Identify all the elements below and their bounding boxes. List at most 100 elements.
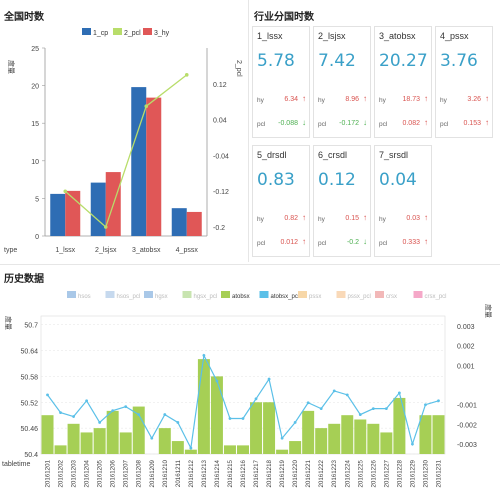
- bar-1_cp: [131, 87, 147, 236]
- bar-atobsx: [80, 432, 93, 454]
- line-point: [46, 393, 49, 397]
- card-pcl-label: pcl: [318, 121, 327, 128]
- x-tick-label: 20161219: [279, 459, 286, 487]
- x-tick-label: 20161228: [396, 459, 403, 487]
- card-hy-value: 6.34: [284, 96, 298, 103]
- line-point: [306, 401, 310, 405]
- x-tick-label: 20161217: [253, 459, 260, 487]
- overview-chart: 0 5 10 15 20 25 0.12 0.04 -0.04 -0.12 -0.2 度量 2_pclt…: [4, 28, 242, 254]
- y-tick-label: 50.46: [20, 426, 38, 433]
- bar-atobsx: [237, 445, 249, 454]
- y2-tick-label: -0.001: [457, 403, 477, 410]
- x-tick-label: 20161226: [370, 459, 377, 487]
- x-tick-label: 20161201: [45, 459, 52, 487]
- card-hy-label: hy: [257, 216, 264, 223]
- line-point: [437, 399, 440, 403]
- x-tick-label: 20161229: [409, 459, 416, 487]
- line-point: [254, 397, 258, 401]
- metric-card-3_atobsx[interactable]: 3_atobsx 20.27 hy 18.73 ↑ pcl 0.082 ↑: [374, 26, 432, 138]
- x-tick-label: 20161221: [305, 459, 312, 487]
- legend-swatch: [221, 291, 230, 298]
- bar-atobsx: [276, 449, 289, 454]
- legend-swatch: [413, 291, 423, 298]
- bar-atobsx: [315, 428, 328, 454]
- y-tick-label: 25: [31, 46, 39, 53]
- metric-card-4_pssx[interactable]: 4_pssx 3.76 hy 3.26 ↑ pcl 0.153 ↑: [435, 26, 493, 138]
- line-point: [103, 225, 108, 229]
- arrow-up-icon: ↑: [424, 118, 428, 127]
- card-value: 5.78: [257, 51, 295, 71]
- card-pcl-value: -0.2: [346, 239, 359, 246]
- x-tick-label: 20161210: [162, 459, 169, 487]
- metric-card-2_lsjsx[interactable]: 2_lsjsx 7.42 hy 8.96 ↑ pcl -0.172 ↓: [313, 26, 371, 138]
- x-tick-label: 20161213: [201, 459, 208, 487]
- card-hy-label: hy: [440, 97, 447, 104]
- history-panel-title: 历史数据: [4, 274, 44, 285]
- metric-card-6_crsdl[interactable]: 6_crsdl 0.12 hy 0.15 ↑ pcl -0.2 ↓: [313, 145, 371, 257]
- bar-atobsx: [197, 359, 210, 454]
- arrow-up-icon: ↑: [363, 94, 367, 103]
- metric-card-5_drsdl[interactable]: 5_drsdl 0.83 hy 0.82 ↑ pcl 0.012 ↑: [252, 145, 310, 257]
- line-point: [111, 409, 115, 413]
- y-tick-label: 50.4: [24, 452, 38, 459]
- card-name: 2_lsjsx: [318, 31, 346, 41]
- x-tick-label: 20161216: [240, 459, 247, 487]
- bar-3_hy: [146, 97, 162, 236]
- line-point: [189, 446, 193, 450]
- card-pcl-label: pcl: [318, 240, 327, 247]
- line-point: [85, 399, 89, 403]
- arrow-down-icon: ↓: [302, 118, 306, 127]
- legend-label: crsx_pcl: [425, 294, 447, 300]
- card-pcl-value: 0.153: [463, 120, 481, 127]
- card-hy-value: 0.03: [406, 215, 420, 222]
- bar-atobsx: [93, 428, 106, 454]
- card-hy-label: hy: [318, 97, 325, 104]
- card-pcl-label: pcl: [379, 240, 388, 247]
- bar-atobsx: [184, 449, 197, 454]
- x-axis-title: tabletime: [2, 461, 31, 468]
- y2-tick-label: 0.12: [213, 82, 227, 89]
- card-pcl-value: 0.012: [280, 239, 298, 246]
- legend-label: 1_cp: [93, 30, 108, 37]
- y-tick-label: 0: [35, 234, 39, 241]
- bar-atobsx: [106, 410, 119, 454]
- line-point: [184, 73, 189, 77]
- x-tick-label: 20161202: [58, 459, 65, 487]
- line-2_pcl: [64, 74, 188, 229]
- metric-card-7_srsdl[interactable]: 7_srsdl 0.04 hy 0.03 ↑ pcl 0.333 ↑: [374, 145, 432, 257]
- x-tick-label: 20161220: [292, 459, 299, 487]
- line-point: [137, 413, 141, 416]
- card-name: 3_atobsx: [379, 31, 416, 41]
- bar-1_cp: [50, 193, 66, 236]
- card-pcl-value: 0.082: [402, 120, 420, 127]
- x-tick-label: 3_atobsx: [132, 247, 161, 254]
- arrow-up-icon: ↑: [363, 213, 367, 222]
- line-point: [384, 407, 388, 411]
- line-point: [241, 417, 245, 420]
- line-point: [424, 403, 427, 407]
- y2-tick-label: 0.04: [213, 118, 227, 125]
- legend-label: crsx: [386, 294, 397, 300]
- bar-atobsx: [354, 419, 367, 454]
- horizontal-divider: [0, 264, 500, 265]
- arrow-up-icon: ↑: [424, 237, 428, 246]
- x-tick-label: 20161222: [318, 459, 325, 487]
- bar-1_cp: [171, 208, 187, 236]
- bar-atobsx: [250, 402, 263, 454]
- y2-tick-label: -0.2: [213, 225, 225, 232]
- metric-card-1_lssx[interactable]: 1_lssx 5.78 hy 6.34 ↑ pcl -0.088 ↓: [252, 26, 310, 138]
- line-point: [63, 189, 68, 194]
- x-tick-label: 20161215: [227, 459, 234, 487]
- line-point: [267, 377, 271, 381]
- card-hy-value: 0.82: [284, 215, 298, 222]
- y2-tick-label: -0.12: [213, 189, 229, 196]
- x-tick-label: 20161204: [84, 459, 91, 487]
- card-name: 7_srsdl: [379, 150, 409, 160]
- y-tick-label: 10: [31, 159, 39, 166]
- bar-atobsx: [341, 415, 354, 454]
- y-tick-label: 15: [31, 121, 39, 128]
- x-tick-label: 20161214: [214, 459, 221, 487]
- legend-label: atobsx: [232, 294, 250, 300]
- bar-atobsx: [41, 415, 54, 454]
- y-tick-label: 50.7: [24, 323, 38, 330]
